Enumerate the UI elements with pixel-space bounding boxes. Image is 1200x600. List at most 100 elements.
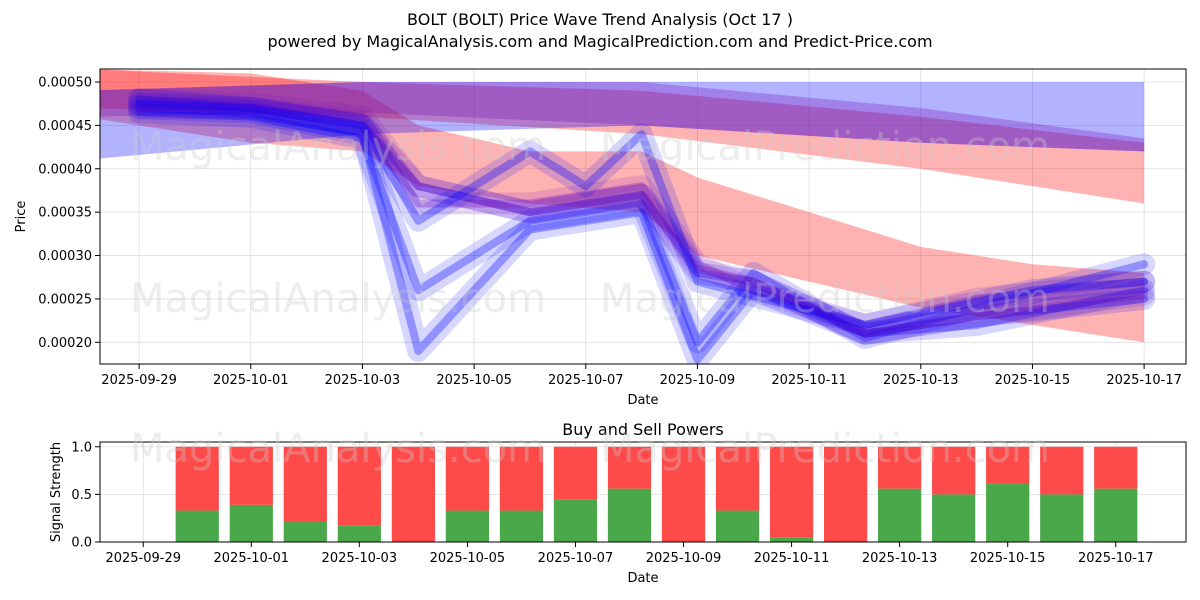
chart-title: BOLT (BOLT) Price Wave Trend Analysis (O… — [407, 10, 793, 29]
buy-bar — [283, 521, 327, 542]
sell-bar — [986, 446, 1030, 484]
y-tick-label: 1.0 — [71, 440, 92, 455]
trend-band — [100, 69, 1145, 204]
trend-band — [100, 82, 1145, 159]
buy-bar — [769, 537, 814, 542]
sell-bar — [932, 446, 976, 495]
buy-bar — [229, 504, 273, 542]
sell-bar — [553, 446, 598, 500]
buy-bar — [337, 525, 381, 542]
buy-bar — [175, 510, 219, 542]
sell-bar — [229, 446, 273, 505]
wave-band — [128, 101, 1156, 354]
watermark-text: MagicalPrediction.com — [600, 124, 1050, 170]
wave-band — [128, 92, 1156, 336]
watermark-text: MagicalAnalysis.com — [130, 276, 546, 322]
x-tick-label: 2025-10-13 — [883, 373, 959, 388]
x-tick-label: 2025-10-03 — [322, 551, 398, 566]
x-tick-label: 2025-10-05 — [436, 373, 512, 388]
buy-bar — [445, 510, 490, 542]
wave-band — [128, 88, 1156, 345]
wave-band — [128, 97, 1156, 364]
x-tick-label: 2025-10-07 — [538, 551, 614, 566]
watermark-text: MagicalPrediction.com — [600, 276, 1050, 322]
sell-bar — [715, 446, 760, 511]
price-chart-panel: 0.00020 0.00025 0.00030 0.00035 0.00040 0.000… — [14, 68, 1187, 408]
trend-band — [100, 69, 1145, 343]
sell-bar — [1094, 446, 1138, 489]
sell-bar — [175, 446, 219, 511]
buy-bar — [986, 483, 1030, 542]
y-tick-label: 0.0 — [71, 536, 92, 551]
plot-background — [100, 69, 1186, 364]
buy-bar — [607, 488, 652, 542]
x-tick-label: 2025-10-17 — [1078, 551, 1154, 566]
x-tick-label: 2025-10-01 — [213, 373, 289, 388]
wave-line — [135, 108, 1149, 347]
y-axis-label: Signal Strength — [49, 442, 64, 542]
sell-bar — [878, 446, 922, 489]
sell-bar — [283, 446, 327, 522]
x-tick-label: 2025-10-07 — [548, 373, 624, 388]
y-tick-label: 0.00035 — [38, 206, 92, 221]
x-tick-label: 2025-10-15 — [970, 551, 1046, 566]
axes-frame — [99, 68, 1187, 365]
y-tick-label: 0.00025 — [38, 292, 92, 307]
sell-bar — [499, 446, 544, 511]
x-axis-label: Date — [627, 571, 658, 586]
watermark-layer: MagicalAnalysis.com MagicalPrediction.co… — [130, 124, 1050, 472]
wave-band — [128, 88, 1156, 345]
buy-bar — [1040, 494, 1084, 542]
y-axis-label: Price — [14, 201, 29, 233]
watermark-text: MagicalPrediction.com — [600, 426, 1050, 472]
y-tick-label: 0.00030 — [38, 249, 92, 264]
wave-line — [135, 104, 1149, 329]
x-tick-label: 2025-09-29 — [101, 373, 177, 388]
buy-bar — [932, 494, 976, 542]
x-tick-label: 2025-10-11 — [754, 551, 830, 566]
sell-bar — [661, 446, 706, 542]
x-tick-label: 2025-10-09 — [660, 373, 736, 388]
wave-line — [135, 104, 1149, 364]
signal-chart-panel: Buy and Sell Powers 0.0 0.5 1.0 2025-09-29 20… — [49, 420, 1187, 586]
buy-bar — [1094, 488, 1138, 542]
x-tick-label: 2025-10-13 — [862, 551, 938, 566]
x-tick-label: 2025-10-17 — [1106, 373, 1182, 388]
sell-bar — [391, 446, 435, 542]
x-tick-label: 2025-09-29 — [105, 551, 181, 566]
buy-bar — [715, 510, 760, 542]
sell-bar — [1040, 446, 1084, 495]
wave-line — [135, 95, 1149, 338]
x-tick-label: 2025-10-15 — [995, 373, 1071, 388]
wave-band — [128, 97, 1156, 336]
buy-bar — [553, 499, 598, 542]
y-tick-label: 0.5 — [71, 488, 92, 503]
y-tick-label: 0.00040 — [38, 162, 92, 177]
x-tick-label: 2025-10-05 — [430, 551, 506, 566]
wave-line — [135, 95, 1149, 338]
y-tick-label: 0.00045 — [38, 119, 92, 134]
signal-chart-title: Buy and Sell Powers — [562, 420, 724, 439]
sell-bar — [769, 446, 814, 538]
chart-subtitle: powered by MagicalAnalysis.com and Magic… — [267, 32, 932, 51]
watermark-text: MagicalAnalysis.com — [130, 426, 546, 472]
plot-area — [100, 69, 1156, 364]
y-tick-label: 0.00050 — [38, 76, 92, 91]
x-axis-label: Date — [627, 393, 658, 408]
buy-bar — [499, 510, 544, 542]
x-tick-label: 2025-10-01 — [214, 551, 290, 566]
sell-bar — [824, 446, 868, 542]
y-tick-label: 0.00020 — [38, 336, 92, 351]
watermark-text: MagicalAnalysis.com — [130, 124, 546, 170]
sell-bar — [607, 446, 652, 489]
trend-band — [100, 82, 1145, 152]
wave-line — [135, 99, 1149, 329]
x-tick-label: 2025-10-09 — [646, 551, 722, 566]
sell-bar — [337, 446, 381, 526]
sell-bar — [445, 446, 490, 511]
buy-bar — [878, 488, 922, 542]
x-tick-label: 2025-10-11 — [771, 373, 847, 388]
x-tick-label: 2025-10-03 — [325, 373, 401, 388]
